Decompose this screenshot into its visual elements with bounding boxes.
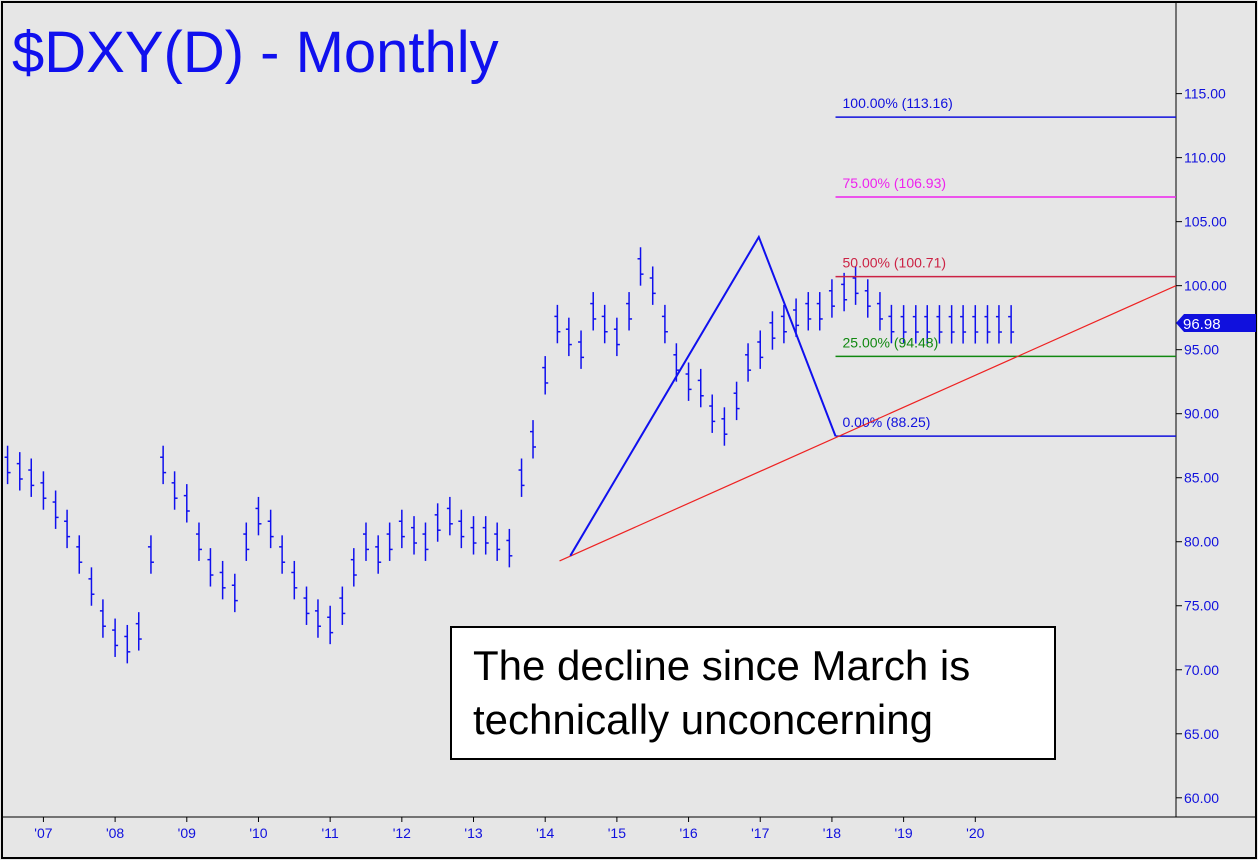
annotation-line-1: The decline since March is — [473, 642, 970, 689]
x-tick-label: '13 — [464, 825, 482, 841]
x-tick-label: '15 — [608, 825, 626, 841]
x-tick-label: '19 — [894, 825, 912, 841]
x-tick-label: '11 — [322, 825, 339, 841]
y-tick-label: 105.00 — [1184, 214, 1227, 230]
y-tick-label: 70.00 — [1184, 662, 1219, 678]
x-tick-label: '07 — [34, 825, 52, 841]
fib-label: 50.00% (100.71) — [843, 255, 947, 271]
y-tick-label: 80.00 — [1184, 534, 1219, 550]
fib-levels: 100.00% (113.16) 75.00% (106.93) 50.00% (1… — [835, 95, 1176, 437]
fib-label: 25.00% (94.48) — [843, 334, 939, 350]
chart-title: $DXY(D) - Monthly — [12, 20, 499, 85]
x-tick-label: '10 — [249, 825, 267, 841]
annotation-frame — [450, 626, 1056, 760]
annotation-box: The decline since March is technically u… — [450, 626, 1056, 760]
fib-label: 75.00% (106.93) — [843, 175, 947, 191]
y-axis-ticks: 115.00 110.00 105.00 100.00 95.00 90.00 85.00 8… — [1176, 86, 1227, 806]
price-bars — [4, 247, 1015, 664]
y-tick-label: 110.00 — [1184, 150, 1226, 166]
annotation-line-2: technically unconcerning — [473, 696, 933, 743]
y-tick-label: 115.00 — [1184, 86, 1226, 102]
trendline — [559, 285, 1177, 562]
y-tick-label: 75.00 — [1184, 598, 1219, 614]
price-marker-box — [1176, 314, 1256, 332]
y-tick-label: 65.00 — [1184, 726, 1219, 742]
price-marker: 96.98 — [1176, 314, 1256, 333]
x-tick-label: '18 — [823, 825, 841, 841]
x-tick-label: '12 — [393, 825, 411, 841]
abc-pattern — [569, 234, 837, 557]
fib-label: 100.00% (113.16) — [843, 95, 953, 111]
y-tick-label: 85.00 — [1184, 470, 1219, 486]
x-tick-label: '20 — [966, 825, 984, 841]
pattern-overlays — [559, 234, 1177, 562]
y-tick-label: 100.00 — [1184, 278, 1227, 294]
y-tick-label: 95.00 — [1184, 342, 1219, 358]
y-tick-label: 90.00 — [1184, 406, 1219, 422]
x-axis-ticks: '07 '08 '09 '10 '11 '12 '13 '14 '15 '16 '17 '18 '19 '… — [34, 817, 985, 841]
price-marker-text: 96.98 — [1183, 316, 1221, 333]
y-tick-label: 60.00 — [1184, 790, 1219, 806]
x-tick-label: '08 — [106, 825, 124, 841]
x-tick-label: '16 — [679, 825, 697, 841]
fib-label: 0.00% (88.25) — [843, 414, 931, 430]
x-tick-label: '17 — [751, 825, 769, 841]
x-tick-label: '14 — [536, 825, 554, 841]
x-tick-label: '09 — [178, 825, 196, 841]
